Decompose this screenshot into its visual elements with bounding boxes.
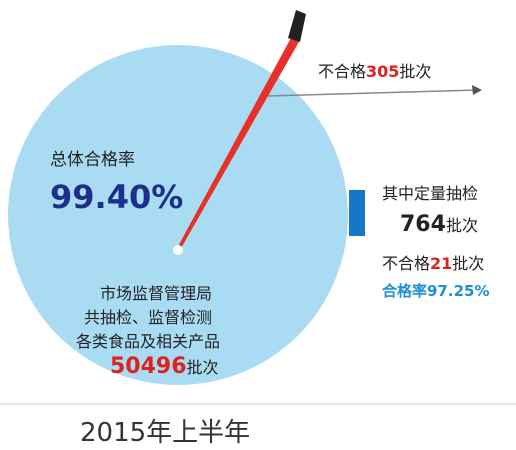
text: 批次 [399, 62, 431, 81]
count: 764 [400, 212, 446, 237]
count: 305 [366, 62, 399, 81]
side-block [349, 190, 365, 236]
center-text: 各类食品及相关产品 [76, 328, 220, 352]
text: 批次 [446, 216, 478, 235]
infographic: 不合格305批次 总体合格率 99.40% 市场监督管理局 共抽检、监督检测 各… [0, 0, 516, 450]
side-count: 764批次 [400, 212, 478, 237]
text: 不合格 [382, 254, 430, 273]
text: 批次 [452, 254, 484, 273]
count: 50496 [110, 354, 187, 379]
center-text: 共抽检、监督检测 [84, 304, 212, 328]
center-dot [173, 245, 183, 255]
arrow-head [472, 85, 482, 95]
center-count: 50496批次 [110, 354, 219, 379]
side-rate: 合格率97.25% [382, 280, 489, 301]
side-fail: 不合格21批次 [382, 250, 484, 274]
text: 不合格 [318, 62, 366, 81]
overall-label: 总体合格率 [50, 145, 135, 170]
text: 批次 [187, 358, 219, 377]
slice-tip [288, 10, 306, 42]
count: 21 [430, 254, 452, 273]
top-note: 不合格305批次 [318, 58, 431, 82]
overall-rate: 99.40% [50, 178, 183, 216]
center-text: 市场监督管理局 [100, 280, 212, 304]
period: 2015年上半年 [80, 412, 250, 449]
arrow-line [268, 90, 478, 96]
side-text: 其中定量抽检 [382, 180, 478, 204]
